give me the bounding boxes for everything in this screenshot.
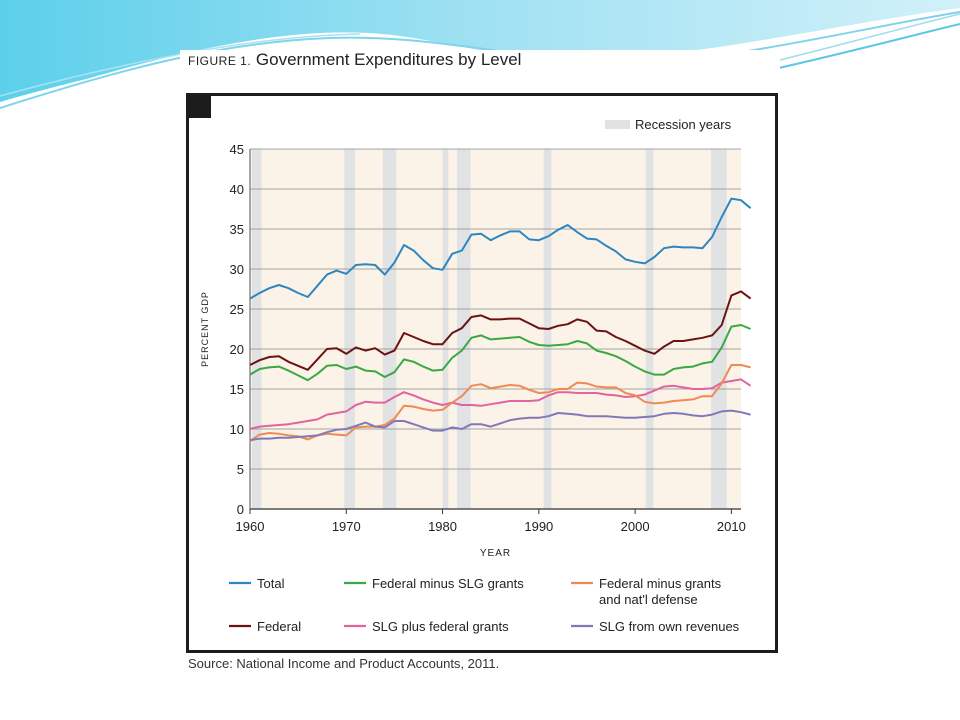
y-axis-label: PERCENT GDP [200,291,210,367]
x-tick-label-2000: 2000 [621,519,650,534]
figure-label: FIGURE 1. [188,54,252,68]
chart-panel: 0 5 10 15 20 25 30 35 40 45 1960 1970 1980 1990 2000 20… [186,93,778,653]
series-line-5 [249,409,751,442]
legend-label-3: Federal [257,619,301,634]
recession-band-1 [344,149,355,509]
figure-source: Source: National Income and Product Acco… [188,656,500,671]
y-tick-label-20: 20 [230,342,244,357]
x-axis-label: YEAR [480,548,511,559]
series-line-3 [249,378,752,430]
recession-legend-label: Recession years [635,117,732,132]
y-tick-label-15: 15 [230,382,244,397]
y-tick-label-30: 30 [230,262,244,277]
recession-band-2 [382,149,397,509]
series-line-0 [249,197,752,300]
legend-label-4: SLG plus federal grants [372,619,509,634]
x-tick-label-1960: 1960 [236,519,265,534]
y-tick-label-45: 45 [230,142,244,157]
recession-band-4 [456,149,471,509]
x-tick-label-1970: 1970 [332,519,361,534]
plot-background [250,149,741,509]
figure-title-text: Government Expenditures by Level [255,50,522,69]
y-tick-label-5: 5 [237,462,244,477]
recession-band-3 [442,149,449,509]
legend-label-1: Federal minus SLG grants [372,576,524,591]
y-tick-label-25: 25 [230,302,244,317]
line-chart: 0 5 10 15 20 25 30 35 40 45 1960 1970 1980 1990 2000 20… [189,96,752,634]
legend-label-5: SLG from own revenues [599,619,740,634]
legend-label-0: Total [257,576,285,591]
recession-legend-swatch [605,120,630,129]
series-line-4 [249,364,751,442]
recession-band-0 [251,149,262,509]
series-line-2 [249,324,751,382]
y-tick-label-0: 0 [237,502,244,517]
y-tick-label-40: 40 [230,182,244,197]
x-tick-label-1980: 1980 [428,519,457,534]
x-tick-label-2010: 2010 [717,519,746,534]
panel-corner-tab [189,96,211,118]
figure-title: FIGURE 1. Government Expenditures by Lev… [188,50,521,70]
x-tick-label-1990: 1990 [524,519,553,534]
legend-label-2: Federal minus grants [599,576,722,591]
legend-label-2-line1: and nat'l defense [599,592,698,607]
recession-band-6 [645,149,654,509]
y-tick-label-35: 35 [230,222,244,237]
series-line-1 [249,290,752,371]
y-tick-label-10: 10 [230,422,244,437]
